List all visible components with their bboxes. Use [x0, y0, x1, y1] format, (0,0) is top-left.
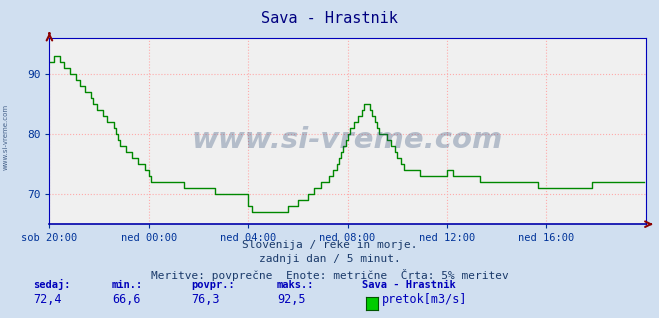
Text: min.:: min.: — [112, 280, 143, 290]
Text: sedaj:: sedaj: — [33, 279, 71, 290]
Text: zadnji dan / 5 minut.: zadnji dan / 5 minut. — [258, 254, 401, 264]
Text: Sava - Hrastnik: Sava - Hrastnik — [261, 11, 398, 26]
Text: povpr.:: povpr.: — [191, 280, 235, 290]
Text: www.si-vreme.com: www.si-vreme.com — [192, 127, 503, 155]
Text: Sava - Hrastnik: Sava - Hrastnik — [362, 280, 456, 290]
Text: Slovenija / reke in morje.: Slovenija / reke in morje. — [242, 240, 417, 250]
Text: 66,6: 66,6 — [112, 293, 140, 306]
Text: www.si-vreme.com: www.si-vreme.com — [2, 104, 9, 170]
Text: maks.:: maks.: — [277, 280, 314, 290]
Text: Meritve: povprečne  Enote: metrične  Črta: 5% meritev: Meritve: povprečne Enote: metrične Črta:… — [151, 269, 508, 281]
Text: pretok[m3/s]: pretok[m3/s] — [382, 293, 468, 306]
Text: 92,5: 92,5 — [277, 293, 305, 306]
Text: 72,4: 72,4 — [33, 293, 61, 306]
Text: 76,3: 76,3 — [191, 293, 219, 306]
